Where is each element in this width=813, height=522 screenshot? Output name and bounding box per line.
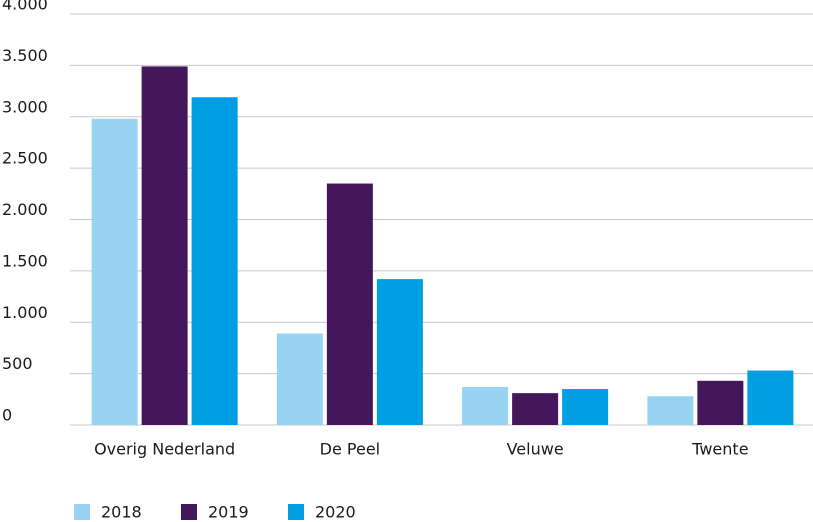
bar: [697, 380, 744, 425]
legend-label: 2019: [208, 503, 249, 522]
x-tick-label: Veluwe: [507, 440, 564, 459]
legend-label: 2020: [315, 503, 356, 522]
bar: [276, 333, 323, 425]
y-tick-label: 4.000: [2, 0, 48, 14]
y-tick-label: 1.000: [2, 303, 48, 322]
y-tick-label: 3.500: [2, 46, 48, 65]
bar: [326, 183, 373, 425]
y-tick-label: 2.000: [2, 200, 48, 219]
bar: [462, 386, 509, 425]
y-tick-label: 3.000: [2, 97, 48, 116]
legend-label: 2018: [101, 503, 142, 522]
legend-swatch: [74, 504, 90, 520]
bar: [512, 393, 559, 425]
bar: [191, 97, 238, 425]
x-tick-label: Twente: [691, 440, 748, 459]
y-tick-label: 0: [2, 406, 12, 425]
bar: [747, 370, 794, 425]
y-tick-label: 1.500: [2, 251, 48, 270]
bar: [91, 118, 138, 426]
y-tick-label: 2.500: [2, 149, 48, 168]
legend-swatch: [288, 504, 304, 520]
bar: [647, 396, 694, 425]
legend-swatch: [181, 504, 197, 520]
x-tick-label: Overig Nederland: [94, 440, 235, 459]
x-tick-label: De Peel: [320, 440, 380, 459]
bar: [562, 389, 609, 425]
y-tick-label: 500: [2, 354, 33, 373]
bar: [376, 279, 423, 425]
bar: [141, 66, 188, 425]
